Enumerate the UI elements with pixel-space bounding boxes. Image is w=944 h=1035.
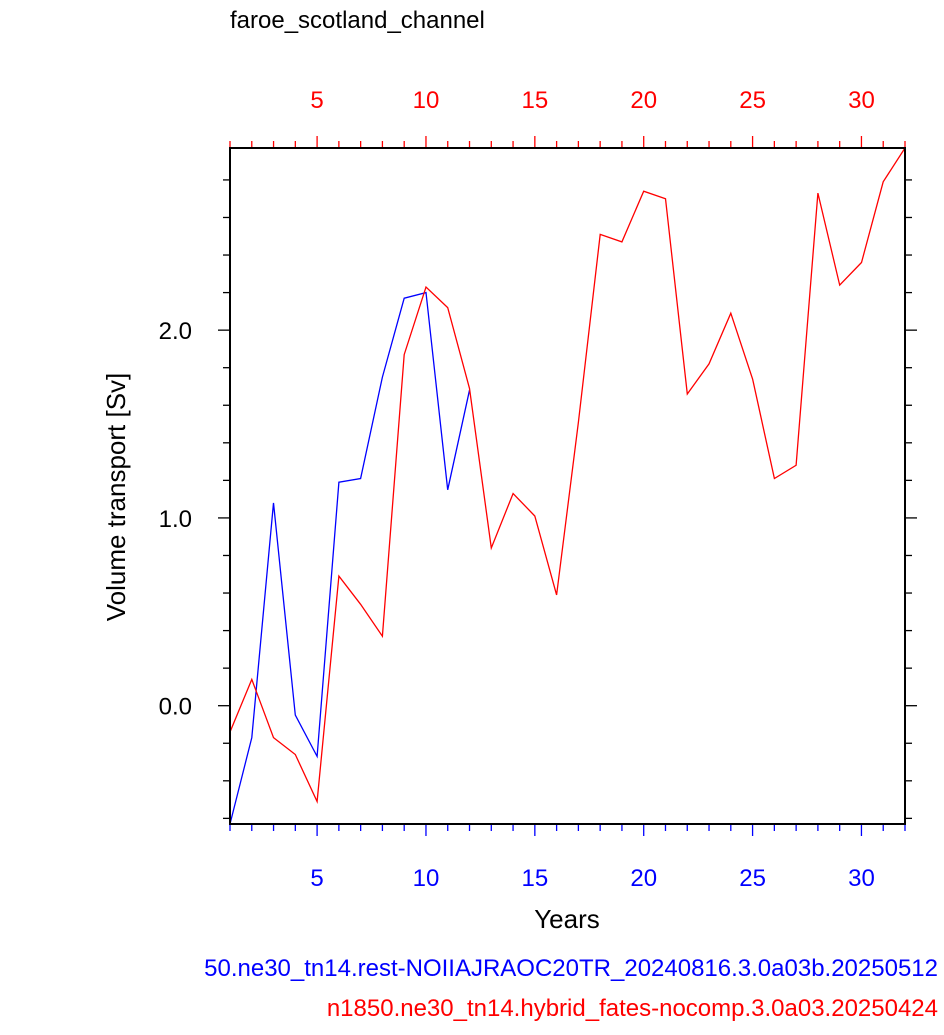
y-axis-label: Volume transport [Sv] bbox=[101, 373, 131, 622]
x-tick-label-top: 10 bbox=[413, 87, 440, 114]
chart-title: faroe_scotland_channel bbox=[230, 7, 485, 34]
x-tick-label-bottom: 25 bbox=[739, 865, 766, 892]
series-line-2 bbox=[229, 147, 906, 804]
x-tick-label-bottom: 5 bbox=[310, 865, 323, 892]
legend-entry-1: 50.ne30_tn14.rest-NOIIAJRAOC20TR_2024081… bbox=[204, 955, 938, 982]
x-tick-label-top: 15 bbox=[521, 87, 548, 114]
series-lines bbox=[229, 147, 906, 825]
y-tick-label: 0.0 bbox=[159, 694, 192, 721]
tick-labels: 5 10 15 20 25 30 5 10 15 20 25 30 0.0 1.0 2.0 bbox=[159, 87, 875, 892]
x-tick-label-bottom: 30 bbox=[848, 865, 875, 892]
x-tick-label-top: 25 bbox=[739, 87, 766, 114]
x-tick-label-top: 5 bbox=[310, 87, 323, 114]
legend-entry-2: n1850.ne30_tn14.hybrid_fates-nocomp.3.0a… bbox=[327, 995, 938, 1022]
x-tick-label-top: 20 bbox=[630, 87, 657, 114]
plot-frame bbox=[229, 147, 906, 825]
x-tick-label-top: 30 bbox=[848, 87, 875, 114]
x-axis-label: Years bbox=[534, 904, 600, 934]
x-tick-label-bottom: 15 bbox=[521, 865, 548, 892]
series-line-1 bbox=[229, 291, 471, 825]
legend: 50.ne30_tn14.rest-NOIIAJRAOC20TR_2024081… bbox=[204, 955, 938, 1022]
y-tick-label: 2.0 bbox=[159, 318, 192, 345]
y-tick-label: 1.0 bbox=[159, 506, 192, 533]
axis-ticks bbox=[218, 136, 917, 836]
x-tick-label-bottom: 10 bbox=[413, 865, 440, 892]
x-tick-label-bottom: 20 bbox=[630, 865, 657, 892]
